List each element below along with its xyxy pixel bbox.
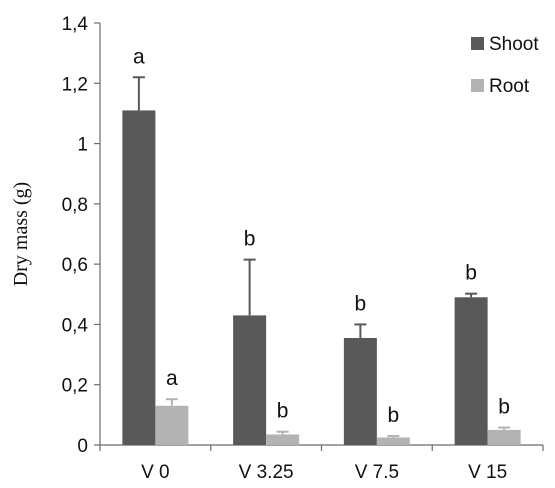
y-tick-label: 1,2 [62,74,88,95]
legend: Shoot Root [471,34,539,97]
x-tick-label: V 0 [141,462,170,483]
x-tick-label: V 7.5 [355,462,399,483]
significance-label: b [388,404,400,427]
x-tick-label: V 3.25 [239,462,294,483]
bar-root [155,405,189,445]
bar-shoot [343,337,377,445]
significance-label: a [133,45,145,68]
significance-label: b [498,396,510,419]
axes: 0 0,2 0,4 0,6 0,8 1 1,2 1,4 V 0 V 3.25 V 7.5 V 15 [62,14,544,483]
bar-shoot [454,297,488,445]
legend-swatch-shoot [471,37,484,50]
y-tick-label: 0 [77,436,88,457]
y-tick-label: 0,2 [62,376,88,397]
y-axis-label: Dry mass (g) [10,182,32,286]
bars: a a b b b b b b [122,45,521,446]
legend-label-shoot: Shoot [489,34,539,55]
bar-root [266,434,300,445]
y-tick-label: 0,4 [62,315,89,336]
significance-label: b [355,292,367,315]
legend-swatch-root [471,79,484,92]
significance-label: b [244,228,256,251]
y-tick-label: 0,6 [62,255,88,276]
bar-shoot [233,315,267,445]
y-tick-label: 1 [77,135,88,156]
significance-label: a [166,367,178,390]
bar-shoot [122,110,156,446]
y-tick-label: 1,4 [62,14,89,35]
significance-label: b [277,400,289,423]
bar-root [376,437,410,445]
x-tick-label: V 15 [468,462,507,483]
significance-label: b [465,262,477,285]
legend-label-root: Root [489,76,530,97]
bar-root [487,429,521,445]
y-tick-label: 0,8 [62,195,88,216]
